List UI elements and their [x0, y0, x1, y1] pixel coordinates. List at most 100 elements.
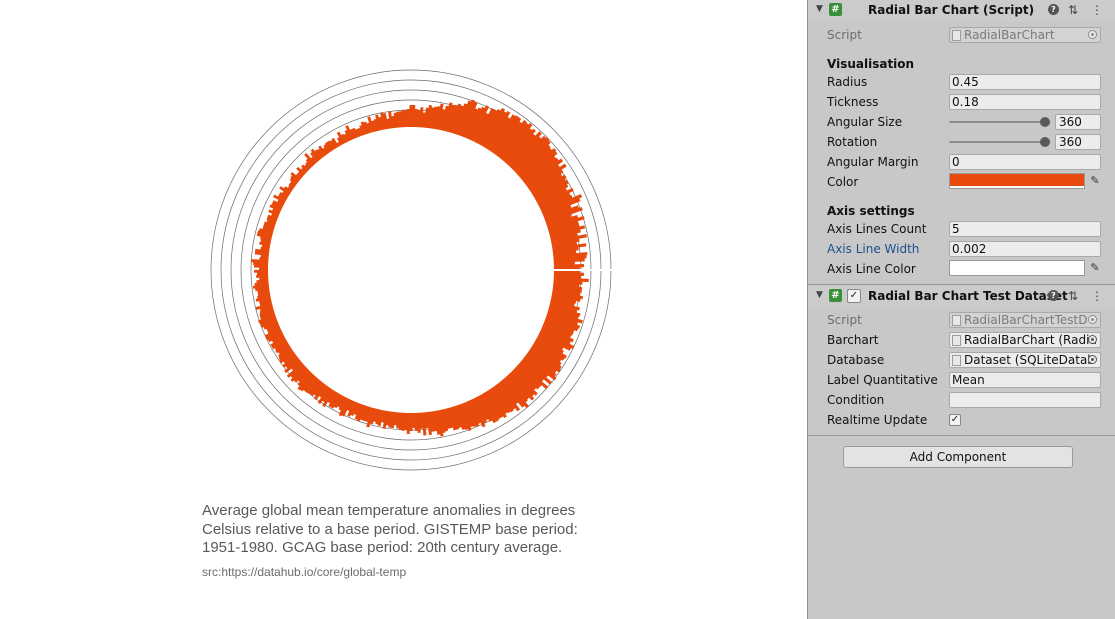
database-value: Dataset (SQLiteDatab — [964, 353, 1095, 367]
radial-bar — [527, 351, 557, 374]
rotation-slider-handle[interactable] — [1040, 137, 1050, 147]
eyedropper-icon[interactable]: ✎ — [1090, 174, 1100, 187]
radial-bar — [260, 312, 276, 320]
radial-bar — [450, 406, 460, 430]
help-icon[interactable]: ? — [1048, 290, 1059, 301]
preset-icon[interactable]: ⇅ — [1068, 289, 1079, 303]
radial-bar — [279, 351, 295, 364]
component-divider — [808, 284, 1115, 285]
angular-size-label: Angular Size — [827, 115, 903, 129]
angular-size-slider[interactable] — [949, 121, 1045, 123]
radial-bar — [380, 112, 387, 130]
rotation-field[interactable]: 360 — [1055, 134, 1101, 150]
radial-bar — [532, 343, 562, 363]
color-swatch[interactable] — [949, 173, 1085, 189]
radial-bar — [553, 274, 581, 279]
radial-bar — [428, 107, 435, 129]
script-label: Script — [827, 28, 862, 42]
radial-bar — [508, 131, 542, 167]
radial-bar — [391, 115, 396, 129]
radial-bar — [360, 121, 368, 135]
more-menu-icon[interactable]: ⋮ — [1091, 289, 1103, 303]
radial-bar — [470, 399, 486, 428]
radial-bar — [440, 105, 449, 131]
radial-bar — [404, 110, 408, 128]
eyedropper-icon[interactable]: ✎ — [1090, 261, 1100, 274]
script-field[interactable]: RadialBarChartTestD — [949, 312, 1101, 328]
more-menu-icon[interactable]: ⋮ — [1091, 3, 1103, 17]
component-enabled-checkbox[interactable]: ✓ — [847, 289, 861, 303]
radial-bar — [385, 411, 391, 426]
radial-bar — [552, 284, 583, 291]
help-icon[interactable]: ? — [1048, 4, 1059, 15]
object-picker-icon[interactable] — [1088, 315, 1097, 324]
radial-bar — [253, 261, 269, 266]
angular-margin-field[interactable]: 0 — [949, 154, 1101, 170]
radial-bar — [258, 228, 274, 235]
object-picker-icon[interactable] — [1088, 30, 1097, 39]
radial-bar — [476, 395, 493, 422]
rotation-slider[interactable] — [949, 141, 1045, 143]
label-quantitative-field[interactable]: Mean — [949, 372, 1101, 388]
radial-bar — [483, 111, 507, 148]
angular-size-slider-handle[interactable] — [1040, 117, 1050, 127]
axis-line-color-swatch[interactable] — [949, 260, 1085, 276]
radial-bar — [493, 385, 514, 413]
radial-bar — [550, 300, 580, 311]
radial-bar — [522, 357, 549, 378]
axis-lines-count-field[interactable]: 5 — [949, 221, 1101, 237]
realtime-update-checkbox[interactable]: ✓ — [949, 414, 961, 426]
radial-chart-component-header[interactable]: ▼ # Radial Bar Chart (Script) ? ⇅ ⋮ — [808, 0, 1115, 22]
radial-bar — [518, 147, 552, 178]
radial-bar — [509, 371, 535, 397]
radial-bar — [359, 125, 366, 136]
database-field[interactable]: Dataset (SQLiteDatab — [949, 352, 1101, 368]
radial-bar — [257, 289, 270, 294]
fold-arrow-icon[interactable]: ▼ — [816, 4, 823, 14]
radius-field[interactable]: 0.45 — [949, 74, 1101, 90]
radial-bar — [300, 167, 308, 174]
radial-bar — [498, 381, 519, 405]
condition-field[interactable] — [949, 392, 1101, 408]
radial-bar — [260, 319, 278, 328]
radial-bar — [328, 392, 339, 408]
radial-bar — [435, 103, 444, 130]
object-picker-icon[interactable] — [1088, 355, 1097, 364]
bars — [251, 99, 624, 437]
radial-bar — [355, 128, 361, 138]
barchart-field[interactable]: RadialBarChart (Radia — [949, 332, 1101, 348]
radial-bar — [300, 374, 316, 392]
radial-bar — [310, 381, 324, 397]
radial-bar — [259, 267, 269, 271]
radial-bar — [537, 334, 564, 351]
radial-bar — [343, 133, 350, 143]
radial-bar — [344, 129, 352, 141]
fold-arrow-icon[interactable]: ▼ — [816, 290, 823, 300]
preset-icon[interactable]: ⇅ — [1068, 3, 1079, 17]
radial-bar — [330, 393, 341, 409]
chart-caption: Average global mean temperature anomalie… — [202, 502, 622, 558]
dataset-component-header[interactable]: ▼ # ✓ Radial Bar Chart Test Dataset ? ⇅ … — [808, 286, 1115, 308]
radial-bar — [495, 384, 516, 410]
radial-bar — [433, 410, 441, 435]
radial-bar — [286, 362, 304, 378]
thickness-field[interactable]: 0.18 — [949, 94, 1101, 110]
radial-bar — [274, 341, 289, 351]
object-picker-icon[interactable] — [1088, 335, 1097, 344]
radial-bar — [254, 269, 269, 273]
radial-bar — [513, 137, 550, 172]
radial-bar — [544, 319, 575, 333]
radial-bar — [258, 314, 277, 324]
script-field[interactable]: RadialBarChart — [949, 27, 1101, 43]
radial-bar — [291, 360, 303, 371]
radial-bar — [282, 355, 298, 368]
angular-size-field[interactable]: 360 — [1055, 114, 1101, 130]
radial-bar — [267, 214, 278, 221]
radial-bar — [549, 303, 578, 313]
radial-bar — [290, 175, 300, 183]
radial-bar — [263, 321, 279, 330]
radial-bar — [264, 328, 282, 338]
radial-bar — [487, 116, 511, 151]
add-component-button[interactable]: Add Component — [843, 446, 1073, 468]
axis-line-width-field[interactable]: 0.002 — [949, 241, 1101, 257]
